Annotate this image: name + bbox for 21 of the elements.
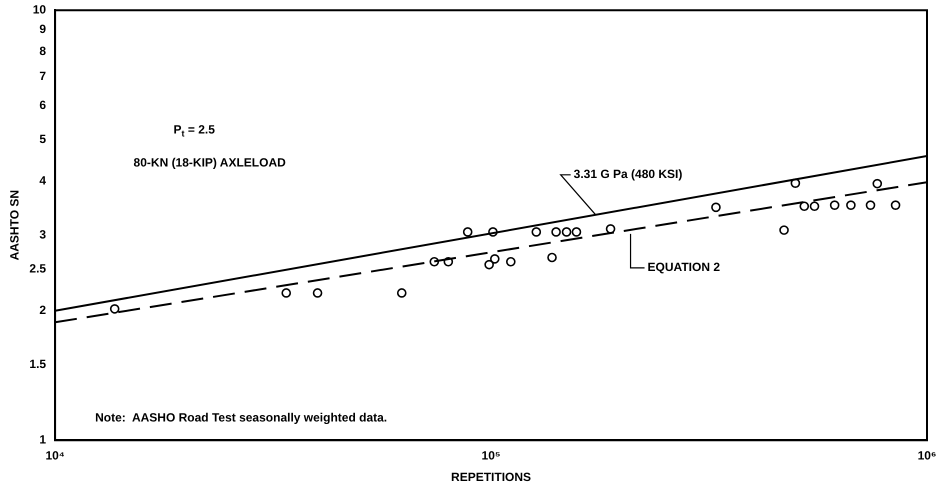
y-tick-label: 5 <box>39 132 46 146</box>
annotation: Note: AASHO Road Test seasonally weighted data. <box>95 410 388 425</box>
y-tick-label: 4 <box>39 174 46 188</box>
y-tick-label: 3 <box>39 227 46 242</box>
y-tick-label: 7 <box>39 69 46 84</box>
x-tick-label: 10⁴ <box>45 448 65 463</box>
text: EQUATION 2 <box>648 260 720 274</box>
y-tick-label: 9 <box>39 22 46 36</box>
series-label: 3.31 G Pa (480 KSI) <box>574 167 682 182</box>
y-tick-label: 2.5 <box>29 261 46 276</box>
y-tick-label: 2 <box>39 303 46 318</box>
y-tick-label: 6 <box>39 98 46 112</box>
y-tick-label: 8 <box>39 44 46 58</box>
x-tick-label: 10⁶ <box>918 448 936 463</box>
x-tick-label: 10⁵ <box>482 448 501 463</box>
x-axis-title: REPETITIONS <box>451 470 532 484</box>
y-tick-label: 10 <box>32 2 46 17</box>
annotation: 80-KN (18-KIP) AXLELOAD <box>134 156 286 170</box>
y-tick-label: 1.5 <box>29 356 46 371</box>
y-axis-title: AASHTO SN <box>8 190 22 260</box>
y-tick-label: 1 <box>39 432 46 447</box>
